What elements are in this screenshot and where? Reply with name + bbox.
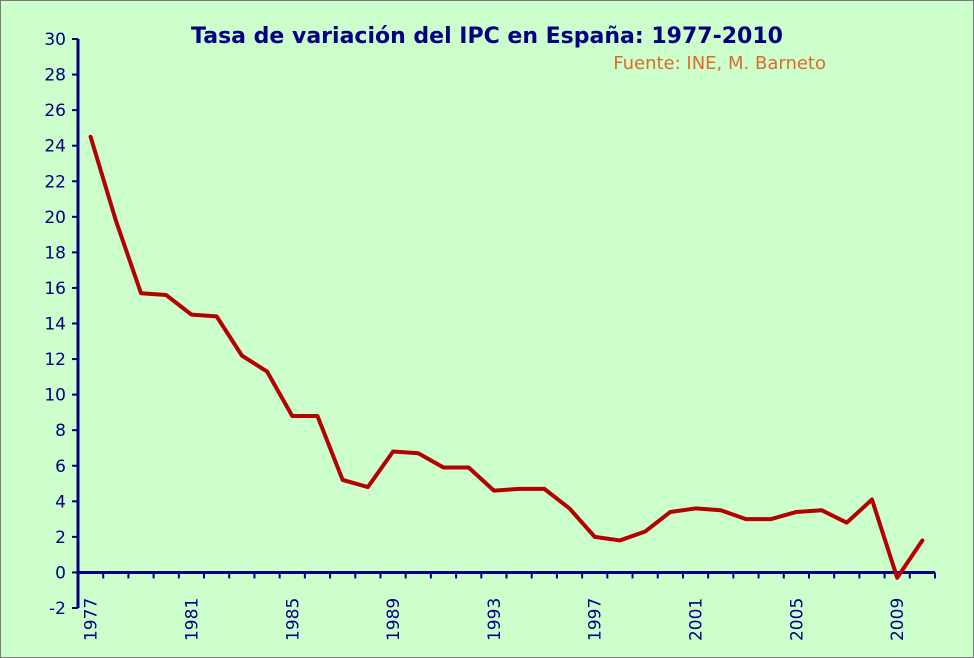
x-axis: 1977 1981 1985 1989 1993 1997 2001 2005 2009 (77, 570, 936, 641)
x-tick-label: 1985 (283, 598, 303, 641)
y-tick-label: 22 (44, 172, 66, 192)
series-line (88, 134, 925, 580)
y-tick-label: 28 (44, 66, 66, 86)
y-tick-label: 8 (55, 421, 66, 441)
y-tick-label: 30 (44, 30, 66, 50)
y-tick-label: 20 (44, 208, 66, 228)
x-tick-label: 1977 (82, 598, 102, 641)
y-tick-label: 16 (44, 279, 66, 299)
x-tick-label: 2009 (888, 598, 908, 641)
chart-subtitle: Fuente: INE, M. Barneto (613, 53, 826, 74)
chart-title: Tasa de variación del IPC en España: 197… (191, 24, 783, 49)
x-tick-label: 1997 (586, 598, 606, 641)
y-tick-label: 26 (44, 101, 66, 121)
x-tick-label: 1993 (485, 598, 505, 641)
x-tick-label: 1989 (384, 598, 404, 641)
y-tick-label: 24 (44, 137, 66, 157)
y-tick-label: 12 (44, 350, 66, 370)
y-tick-label: 2 (55, 528, 66, 548)
y-tick-label: 18 (44, 243, 66, 263)
x-tick-label: 2005 (787, 598, 807, 641)
y-tick-label: 10 (44, 386, 66, 406)
x-tick-label: 1981 (182, 598, 202, 641)
series-layer (88, 134, 925, 580)
y-tick-label: 0 (55, 563, 66, 583)
y-tick-label: 4 (55, 492, 66, 512)
y-tick-label: -2 (49, 599, 66, 619)
y-tick-label: 6 (55, 457, 66, 477)
x-tick-label: 2001 (687, 598, 707, 641)
y-tick-label: 14 (44, 315, 66, 335)
